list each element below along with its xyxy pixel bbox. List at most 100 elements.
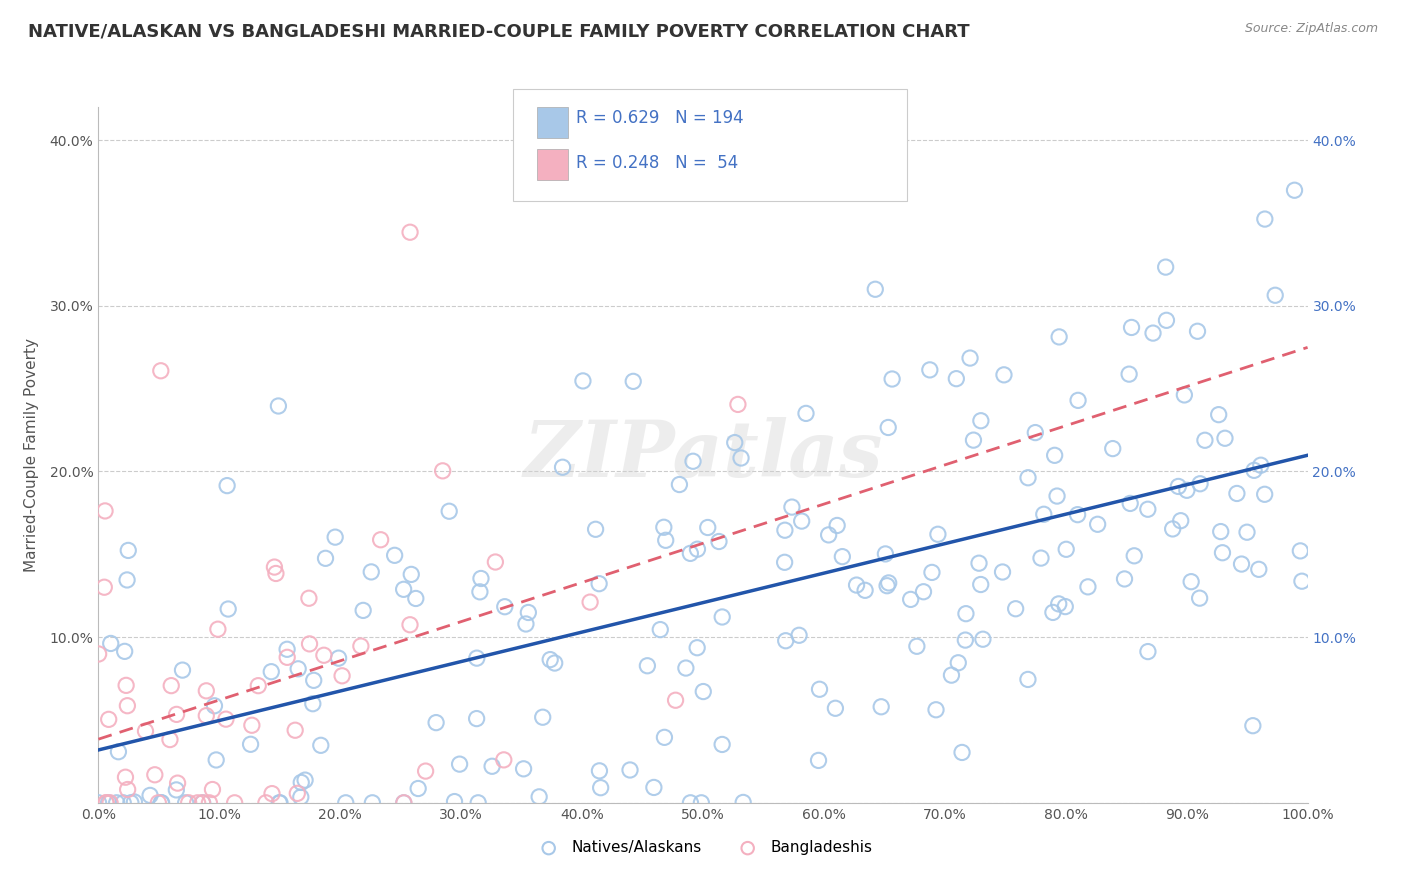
- Point: [707, 534, 730, 549]
- Point: [686, 542, 709, 557]
- Point: [1170, 514, 1192, 528]
- Point: [950, 746, 973, 760]
- Point: [267, 399, 290, 413]
- Point: [690, 796, 713, 810]
- Point: [384, 549, 406, 563]
- Point: [1154, 260, 1177, 274]
- Point: [686, 640, 709, 655]
- Point: [588, 576, 610, 591]
- Point: [290, 790, 312, 805]
- Point: [1236, 525, 1258, 540]
- Point: [696, 520, 718, 534]
- Point: [1118, 367, 1140, 381]
- Point: [1119, 496, 1142, 510]
- Point: [1142, 326, 1164, 340]
- Point: [948, 656, 970, 670]
- Point: [195, 708, 218, 723]
- Point: [652, 520, 675, 534]
- Point: [643, 780, 665, 795]
- Point: [1226, 486, 1249, 500]
- Point: [711, 610, 734, 624]
- Point: [955, 607, 977, 621]
- Point: [773, 555, 796, 569]
- Point: [352, 603, 374, 617]
- Point: [100, 636, 122, 650]
- Point: [773, 523, 796, 537]
- Point: [692, 684, 714, 698]
- Point: [112, 796, 135, 810]
- Point: [579, 595, 602, 609]
- Point: [845, 578, 868, 592]
- Point: [711, 738, 734, 752]
- Point: [187, 796, 209, 810]
- Point: [207, 622, 229, 636]
- Point: [1213, 431, 1236, 445]
- Point: [323, 530, 346, 544]
- Point: [309, 739, 332, 753]
- Point: [1004, 601, 1026, 615]
- Point: [215, 712, 238, 726]
- Point: [824, 701, 846, 715]
- Point: [664, 693, 686, 707]
- Y-axis label: Married-Couple Family Poverty: Married-Couple Family Poverty: [24, 338, 38, 572]
- Point: [831, 549, 853, 564]
- Point: [787, 628, 810, 642]
- Point: [148, 796, 170, 810]
- Point: [927, 527, 949, 541]
- Point: [682, 454, 704, 468]
- Legend: Natives/Alaskans, Bangladeshis: Natives/Alaskans, Bangladeshis: [527, 834, 879, 862]
- Point: [1264, 288, 1286, 302]
- Point: [621, 375, 644, 389]
- Point: [284, 723, 307, 738]
- Point: [1047, 597, 1070, 611]
- Point: [1156, 313, 1178, 327]
- Point: [465, 712, 488, 726]
- Point: [399, 567, 422, 582]
- Point: [870, 699, 893, 714]
- Point: [312, 648, 335, 663]
- Point: [217, 602, 239, 616]
- Point: [636, 658, 658, 673]
- Point: [276, 642, 298, 657]
- Point: [780, 500, 803, 514]
- Point: [967, 556, 990, 570]
- Point: [1046, 489, 1069, 503]
- Point: [492, 753, 515, 767]
- Point: [115, 573, 138, 587]
- Point: [159, 732, 181, 747]
- Point: [149, 364, 172, 378]
- Point: [1101, 442, 1123, 456]
- Point: [93, 580, 115, 594]
- Point: [240, 718, 263, 732]
- Point: [912, 584, 935, 599]
- Point: [87, 796, 110, 810]
- Point: [1043, 448, 1066, 462]
- Point: [139, 789, 162, 803]
- Point: [1175, 483, 1198, 498]
- Point: [198, 796, 221, 810]
- Point: [392, 796, 415, 810]
- Point: [432, 464, 454, 478]
- Point: [392, 582, 415, 597]
- Point: [1247, 562, 1270, 576]
- Point: [205, 753, 228, 767]
- Point: [1077, 580, 1099, 594]
- Point: [117, 543, 139, 558]
- Point: [918, 363, 941, 377]
- Point: [817, 528, 839, 542]
- Point: [406, 781, 429, 796]
- Point: [551, 460, 574, 475]
- Point: [260, 787, 283, 801]
- Point: [1241, 719, 1264, 733]
- Point: [585, 522, 607, 536]
- Point: [875, 547, 897, 561]
- Point: [94, 504, 117, 518]
- Point: [224, 796, 246, 810]
- Point: [294, 773, 316, 788]
- Point: [264, 566, 287, 581]
- Point: [302, 673, 325, 688]
- Point: [679, 546, 702, 560]
- Point: [1067, 393, 1090, 408]
- Point: [120, 796, 142, 810]
- Point: [1211, 546, 1233, 560]
